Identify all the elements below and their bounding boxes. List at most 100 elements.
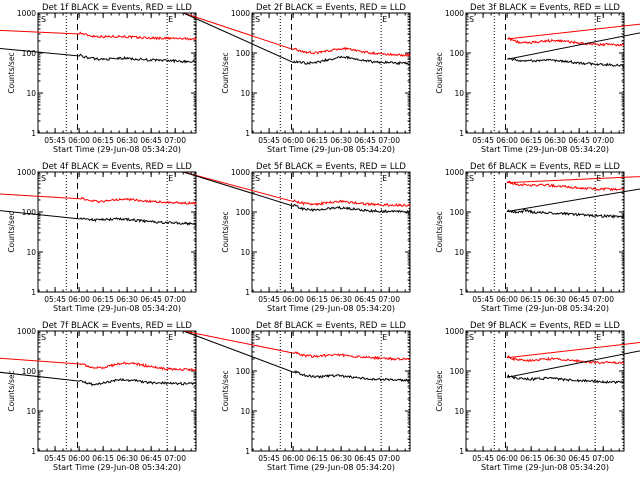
x-tick-label: 05:45: [44, 454, 66, 463]
x-tick-label: 05:45: [472, 295, 494, 304]
end-marker: E: [596, 333, 601, 342]
y-tick-label: 10: [26, 248, 36, 257]
panel-title: Det 5f BLACK = Events, RED = LLD: [256, 162, 406, 172]
y-tick-label: 10: [26, 89, 36, 98]
end-marker: E: [382, 333, 387, 342]
panel: Det 4f BLACK = Events, RED = LLD 1 10 100 10…: [0, 162, 197, 313]
x-axis-label: Start Time (29-Jun-08 05:34:20): [481, 145, 609, 154]
x-axis-label: Start Time (29-Jun-08 05:34:20): [53, 463, 181, 472]
y-tick-label: 1000: [445, 9, 464, 18]
y-tick-label: 100: [450, 49, 465, 58]
x-tick-label: 06:45: [140, 136, 162, 145]
panel-title: Det 3f BLACK = Events, RED = LLD: [470, 3, 620, 13]
x-tick-label: 06:15: [520, 454, 542, 463]
x-tick-label: 07:00: [164, 454, 186, 463]
data-series-line: [506, 341, 640, 365]
data-series-line: [0, 210, 197, 226]
data-series-line: [506, 350, 640, 385]
x-tick-label: 06:00: [68, 454, 90, 463]
start-marker: S: [41, 333, 46, 342]
x-axis-label: Start Time (29-Jun-08 05:34:20): [53, 145, 181, 154]
x-tick-label: 06:30: [330, 295, 352, 304]
start-marker: S: [255, 174, 260, 183]
y-axis-label: Counts/sec: [435, 211, 444, 252]
x-tick-label: 05:45: [258, 136, 280, 145]
x-tick-label: 06:15: [306, 454, 328, 463]
panel: Det 6f BLACK = Events, RED = LLD 1 10 100 10…: [435, 162, 640, 313]
x-tick-label: 06:30: [330, 454, 352, 463]
y-tick-label: 10: [240, 248, 250, 257]
y-tick-label: 100: [22, 367, 37, 376]
x-tick-label: 06:00: [282, 295, 304, 304]
end-marker: E: [596, 15, 601, 24]
data-series-line: [183, 330, 411, 383]
y-tick-label: 10: [26, 407, 36, 416]
y-tick-label: 10: [454, 248, 464, 257]
data-series-line: [0, 371, 197, 387]
x-tick-label: 05:45: [258, 295, 280, 304]
x-axis-label: Start Time (29-Jun-08 05:34:20): [267, 463, 395, 472]
plot-frame: [251, 171, 411, 293]
y-tick-label: 1000: [17, 327, 36, 336]
y-tick-label: 1: [245, 129, 250, 138]
y-axis-label: Counts/sec: [7, 52, 16, 93]
y-tick-label: 10: [454, 89, 464, 98]
x-tick-label: 07:00: [378, 136, 400, 145]
start-marker: S: [41, 174, 46, 183]
y-axis-label: Counts/sec: [221, 370, 230, 411]
x-tick-label: 06:30: [116, 295, 138, 304]
y-tick-label: 1: [459, 288, 464, 297]
data-series-line: [507, 32, 640, 68]
x-tick-label: 06:15: [520, 136, 542, 145]
y-tick-label: 1: [31, 129, 36, 138]
x-axis-label: Start Time (29-Jun-08 05:34:20): [267, 145, 395, 154]
x-tick-label: 06:45: [568, 454, 590, 463]
y-axis-label: Counts/sec: [435, 370, 444, 411]
y-tick-label: 1000: [231, 9, 250, 18]
y-tick-label: 100: [236, 49, 251, 58]
x-tick-label: 06:00: [282, 136, 304, 145]
x-tick-label: 06:30: [116, 454, 138, 463]
x-tick-label: 06:30: [544, 295, 566, 304]
y-tick-label: 1000: [445, 327, 464, 336]
x-tick-label: 06:45: [354, 454, 376, 463]
x-tick-label: 06:45: [140, 454, 162, 463]
x-tick-label: 06:15: [92, 454, 114, 463]
panel: Det 1f BLACK = Events, RED = LLD 1 10 100 10…: [0, 3, 197, 154]
plot-frame: [465, 330, 625, 452]
x-axis-label: Start Time (29-Jun-08 05:34:20): [267, 304, 395, 313]
x-tick-label: 06:15: [520, 295, 542, 304]
end-marker: E: [382, 174, 387, 183]
data-series-line: [0, 357, 197, 372]
y-axis-label: Counts/sec: [221, 211, 230, 252]
start-marker: S: [255, 333, 260, 342]
panel-title: Det 9f BLACK = Events, RED = LLD: [470, 321, 620, 331]
x-tick-label: 06:45: [140, 295, 162, 304]
plot-frame: [465, 12, 625, 134]
panel-title: Det 1f BLACK = Events, RED = LLD: [42, 3, 192, 13]
data-series-line: [507, 23, 640, 47]
data-series-line: [0, 29, 197, 41]
x-tick-label: 06:00: [496, 136, 518, 145]
x-tick-label: 06:00: [496, 295, 518, 304]
end-marker: E: [168, 174, 173, 183]
y-tick-label: 100: [450, 367, 465, 376]
start-marker: S: [469, 333, 474, 342]
y-tick-label: 1: [31, 288, 36, 297]
y-tick-label: 10: [454, 407, 464, 416]
panel-title: Det 4f BLACK = Events, RED = LLD: [42, 162, 192, 172]
x-tick-label: 07:00: [592, 136, 614, 145]
y-tick-label: 1: [245, 288, 250, 297]
x-tick-label: 07:00: [378, 295, 400, 304]
y-axis-label: Counts/sec: [7, 211, 16, 252]
plot-frame: [37, 12, 197, 134]
end-marker: E: [168, 333, 173, 342]
plot-frame: [37, 171, 197, 293]
y-tick-label: 100: [236, 367, 251, 376]
plot-frame: [465, 171, 625, 293]
x-tick-label: 07:00: [592, 295, 614, 304]
y-tick-label: 10: [240, 407, 250, 416]
x-tick-label: 06:00: [68, 136, 90, 145]
panel-title: Det 6f BLACK = Events, RED = LLD: [470, 162, 620, 172]
data-series-line: [0, 47, 197, 64]
